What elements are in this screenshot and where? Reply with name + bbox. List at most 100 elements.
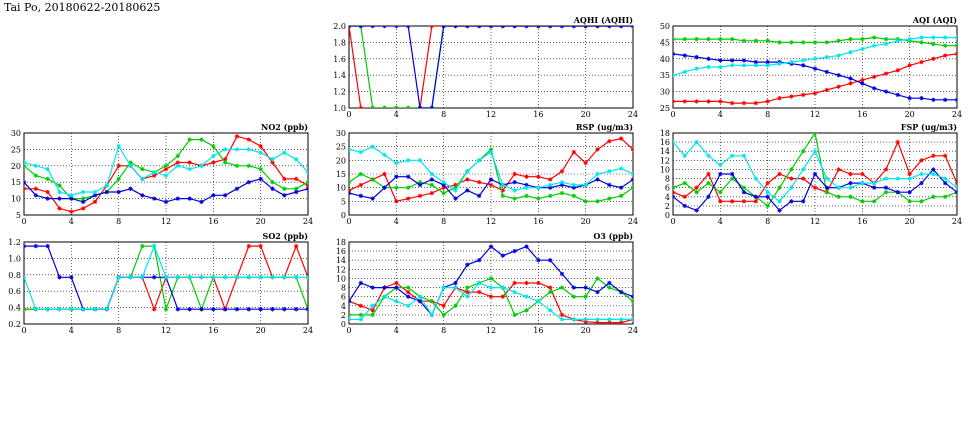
data-point-blue	[175, 196, 181, 201]
x-tick-label: 8	[116, 326, 121, 335]
data-point-green	[595, 276, 600, 281]
y-tick-label: 45	[660, 38, 670, 47]
data-point-red	[488, 182, 494, 188]
data-point-green	[405, 285, 411, 290]
data-point-green	[512, 312, 517, 318]
y-tick-label: 1.2	[333, 88, 346, 97]
data-point-cyan	[151, 170, 157, 175]
data-point-red	[860, 171, 865, 177]
data-point-red	[812, 185, 818, 190]
data-point-red	[33, 186, 39, 191]
data-point-blue	[500, 253, 506, 258]
data-point-cyan	[24, 160, 27, 165]
data-point-green	[871, 199, 877, 204]
y-tick-label: 20	[336, 156, 346, 165]
data-point-cyan	[895, 176, 901, 181]
data-point-cyan	[559, 180, 565, 185]
data-point-red	[729, 100, 735, 106]
data-point-blue	[282, 307, 287, 312]
data-point-cyan	[349, 147, 352, 152]
data-point-cyan	[45, 166, 50, 172]
data-point-green	[706, 180, 711, 186]
data-point-blue	[512, 248, 517, 254]
data-point-blue	[789, 199, 794, 204]
data-point-green	[524, 308, 529, 313]
x-tick-label: 4	[69, 326, 74, 335]
data-point-cyan	[80, 307, 86, 312]
data-point-cyan	[453, 188, 458, 193]
data-point-cyan	[358, 317, 364, 322]
data-point-green	[417, 180, 423, 185]
y-tick-label: 14	[336, 256, 346, 265]
data-point-cyan	[234, 275, 240, 280]
data-point-blue	[175, 307, 181, 312]
data-point-blue	[417, 105, 423, 108]
data-point-green	[453, 303, 458, 308]
data-point-red	[718, 99, 723, 104]
chart-title: AQI (AQI)	[912, 15, 957, 25]
data-point-blue	[512, 180, 517, 185]
y-tick-label: 1.0	[8, 254, 21, 263]
y-tick-label: 25	[336, 143, 346, 152]
data-point-red	[694, 99, 699, 104]
data-point-cyan	[848, 50, 853, 55]
data-point-blue	[931, 97, 936, 102]
data-point-blue	[800, 63, 806, 68]
data-point-cyan	[140, 176, 145, 182]
data-point-green	[45, 176, 50, 182]
data-point-red	[536, 174, 541, 179]
data-point-blue	[694, 208, 699, 213]
data-point-cyan	[488, 285, 494, 290]
data-point-blue	[370, 285, 375, 290]
data-point-blue	[765, 59, 770, 65]
y-tick-label: 10	[11, 195, 21, 204]
y-tick-label: 14	[660, 147, 670, 156]
data-point-blue	[812, 171, 818, 177]
data-point-green	[883, 36, 889, 42]
x-tick-label: 0	[346, 326, 351, 335]
data-point-red	[954, 180, 957, 186]
data-point-green	[488, 276, 494, 281]
data-point-cyan	[405, 158, 411, 163]
data-point-blue	[524, 26, 529, 29]
data-point-cyan	[187, 166, 192, 172]
y-tick-label: 6	[665, 184, 670, 193]
data-point-blue	[682, 203, 688, 209]
data-point-blue	[104, 189, 110, 195]
data-point-blue	[777, 208, 782, 213]
data-point-cyan	[488, 149, 494, 155]
data-point-blue	[895, 92, 901, 98]
data-point-blue	[718, 171, 723, 177]
data-point-cyan	[607, 317, 612, 322]
data-point-red	[595, 320, 600, 324]
data-point-blue	[907, 190, 912, 195]
data-point-green	[441, 312, 446, 318]
x-tick-label: 8	[765, 110, 770, 119]
data-point-cyan	[524, 185, 529, 190]
x-tick-label: 20	[581, 110, 591, 119]
data-point-blue	[500, 26, 506, 29]
x-tick-label: 24	[628, 326, 638, 335]
data-point-red	[465, 289, 470, 295]
data-point-blue	[187, 307, 192, 312]
data-point-blue	[429, 177, 435, 182]
data-point-blue	[673, 51, 676, 57]
data-point-green	[800, 40, 806, 45]
data-point-red	[595, 147, 600, 152]
data-point-green	[405, 105, 411, 108]
data-point-cyan	[57, 307, 62, 312]
data-point-blue	[488, 26, 494, 29]
data-point-blue	[607, 182, 612, 188]
data-point-blue	[417, 182, 423, 188]
data-point-cyan	[931, 171, 936, 177]
data-point-green	[682, 36, 688, 42]
data-point-cyan	[860, 46, 865, 52]
data-point-cyan	[441, 180, 446, 185]
data-point-blue	[812, 66, 818, 71]
data-point-red	[559, 169, 565, 174]
data-point-cyan	[812, 56, 818, 61]
data-point-cyan	[476, 280, 482, 286]
data-point-cyan	[305, 275, 308, 280]
data-point-red	[919, 59, 924, 65]
data-point-cyan	[282, 150, 287, 155]
